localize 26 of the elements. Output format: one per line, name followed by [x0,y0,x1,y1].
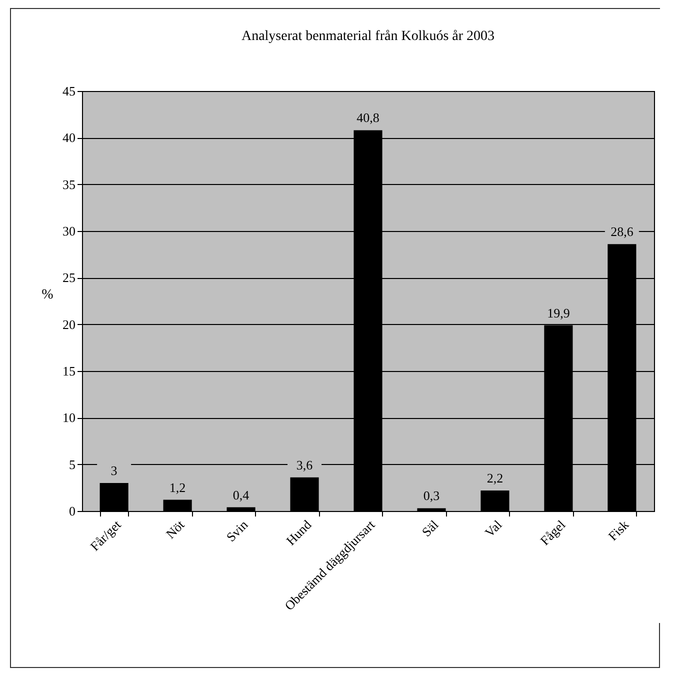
y-tick-label: 25 [62,270,76,286]
y-tick-label: 35 [62,176,76,192]
y-tick-label: 30 [62,224,76,238]
x-tick-label: Nöt [162,516,188,542]
y-tick-label: 5 [69,456,76,472]
y-tick-label: 45 [62,84,76,98]
data-label: 40,8 [356,110,380,126]
y-tick-label: 15 [62,364,76,378]
data-label: 0,4 [232,487,250,502]
y-tick-label: 10 [62,410,76,426]
data-label: 1,2 [169,480,186,495]
y-axis-title: % [42,288,54,302]
x-tick-label: Fisk [605,516,632,544]
y-tick-label: 20 [62,316,76,332]
x-tick-label: Säl [418,516,442,540]
x-tick-label: Val [482,516,505,540]
data-label: 3,6 [296,457,314,472]
data-label: 28,6 [610,224,634,240]
chart-title: Analyserat benmaterial från Kolkuós år 2003 [241,29,495,44]
y-tick-label: 40 [62,130,76,146]
data-label: 2,2 [486,470,504,486]
data-label: 19,9 [547,305,570,320]
y-tick-label: 0 [69,504,76,518]
data-label: 0,3 [423,488,440,504]
data-label: 3 [110,463,118,478]
x-tick-label: Svin [223,516,252,545]
